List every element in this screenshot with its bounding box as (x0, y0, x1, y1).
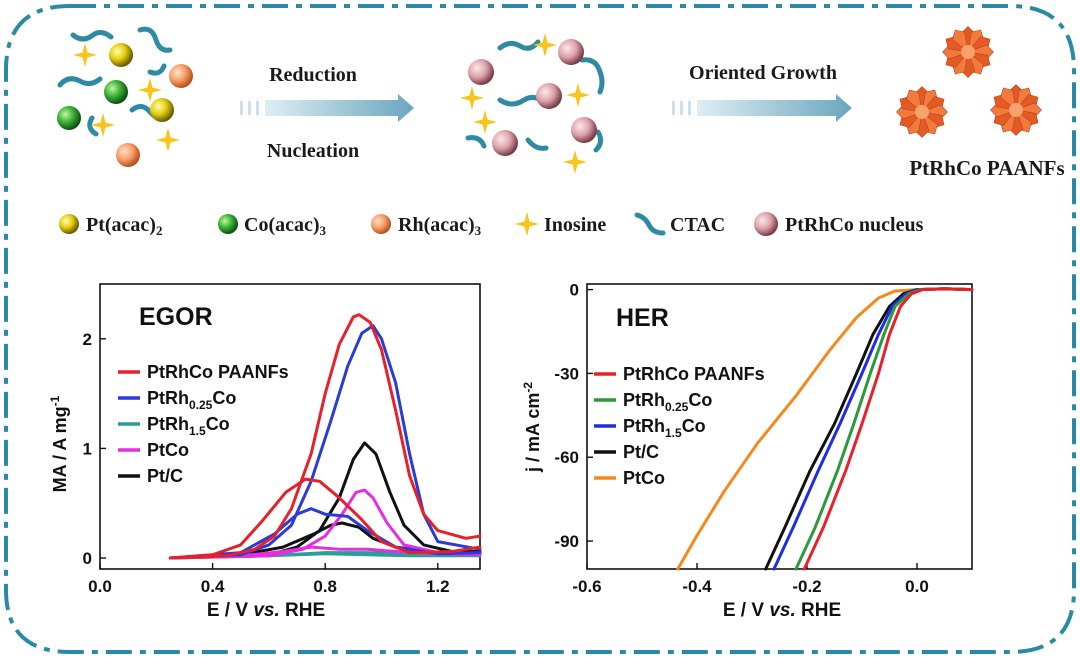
step1-bottom-label: Nucleation (267, 140, 359, 162)
legend-co-label: Co(acac)3 (244, 214, 327, 238)
her-series (676, 287, 974, 571)
her-ylabel: j / mA cm-2 (521, 382, 543, 473)
step2-top-label: Oriented Growth (689, 62, 837, 84)
her-series-ptrhco-paanfs (802, 287, 974, 571)
yellow-sphere-icon (59, 214, 79, 234)
legend-inosine-label: Inosine (544, 214, 606, 236)
her-series-pt-c (764, 287, 974, 571)
her-xlabel: E / V vs. RHE (723, 600, 841, 621)
her-legend-label: PtRh1.5Co (623, 416, 706, 440)
scheme-legend: Pt(acac)2 Co(acac)3 Rh(acac)3 Inosine CT… (59, 212, 924, 238)
egor-series (168, 313, 482, 560)
egor-xtick-label: 0.8 (313, 577, 337, 596)
step1-top-label: Reduction (269, 64, 357, 86)
paanf-flowers (896, 26, 1042, 138)
reduction-arrow (240, 94, 414, 122)
her-tick-labels: -0.6 -0.4 -0.2 0.0 0 -30 -60 -90 (554, 281, 928, 596)
green-sphere-icon (218, 214, 238, 234)
egor-legend-label: PtRh1.5Co (147, 414, 230, 438)
egor-series-ptrhco-paanfs (168, 477, 482, 560)
her-series-ptrh1-5co (772, 287, 974, 571)
her-xtick-label: -0.6 (572, 577, 601, 596)
egor-ytick-label: 0 (83, 549, 92, 568)
her-legend-label: PtCo (623, 468, 665, 488)
her-ytick-label: -60 (554, 448, 579, 467)
nucleus-cluster (460, 33, 605, 174)
egor-series-ptrh0-25co (168, 507, 482, 560)
her-xtick-label: -0.2 (792, 577, 821, 596)
egor-axes (99, 283, 481, 570)
egor-series-pt-c (168, 441, 482, 560)
her-axes (586, 283, 973, 570)
legend-pt-label: Pt(acac)2 (86, 214, 162, 238)
legend-ctac-label: CTAC (670, 214, 725, 236)
her-ytick-label: -90 (554, 532, 579, 551)
egor-xlabel: E / V vs. RHE (207, 600, 325, 621)
ctac-chain-icon (634, 212, 666, 236)
her-legend-label: Pt/C (623, 442, 659, 462)
flower-3 (990, 84, 1042, 136)
her-ytick-label: -30 (554, 364, 579, 383)
egor-chart: 0.0 0.4 0.8 1.2 0 1 2 EGOR E / V vs. RHE MA / … (48, 283, 482, 621)
egor-xtick-label: 0.0 (88, 577, 112, 596)
her-legend-label: PtRh0.25Co (623, 390, 712, 414)
her-ytick-label: 0 (570, 281, 579, 300)
her-xtick-label: -0.4 (682, 577, 712, 596)
egor-ytick-label: 1 (83, 439, 92, 458)
egor-legend-label: Pt/C (147, 466, 183, 486)
egor-series-ptrh0-25co (168, 324, 482, 560)
egor-xtick-label: 0.4 (201, 577, 225, 596)
her-chart: -0.6 -0.4 -0.2 0.0 0 -30 -60 -90 HER E / V vs. … (521, 281, 974, 621)
egor-title: EGOR (139, 303, 213, 331)
her-legend-label: PtRhCo PAANFs (623, 364, 765, 384)
egor-legend-label: PtCo (147, 440, 189, 460)
orange-sphere-icon (371, 214, 391, 234)
synthesis-scheme: Reduction Nucleation Oriented Growth PtR… (57, 26, 1065, 238)
egor-xtick-label: 1.2 (426, 577, 450, 596)
oriented-growth-arrow (672, 94, 852, 122)
her-xtick-label: 0.0 (905, 577, 929, 596)
flower-1 (942, 26, 994, 78)
pink-sphere-icon (754, 212, 778, 236)
egor-legend-label: PtRh0.25Co (147, 388, 236, 412)
egor-ytick-label: 2 (83, 330, 92, 349)
egor-tick-labels: 0.0 0.4 0.8 1.2 0 1 2 (83, 330, 450, 596)
product-label: PtRhCo PAANFs (909, 156, 1064, 180)
egor-legend-label: PtRhCo PAANFs (147, 362, 289, 382)
legend-rh-label: Rh(acac)3 (398, 214, 482, 238)
star-icon (515, 212, 539, 236)
egor-series-ptrhco-paanfs (168, 313, 482, 560)
precursor-cluster (57, 26, 193, 167)
flower-2 (896, 86, 948, 138)
her-title: HER (616, 304, 669, 332)
egor-ylabel: MA / A mg-1 (48, 395, 70, 492)
legend-nucleus-label: PtRhCo nucleus (785, 214, 924, 236)
